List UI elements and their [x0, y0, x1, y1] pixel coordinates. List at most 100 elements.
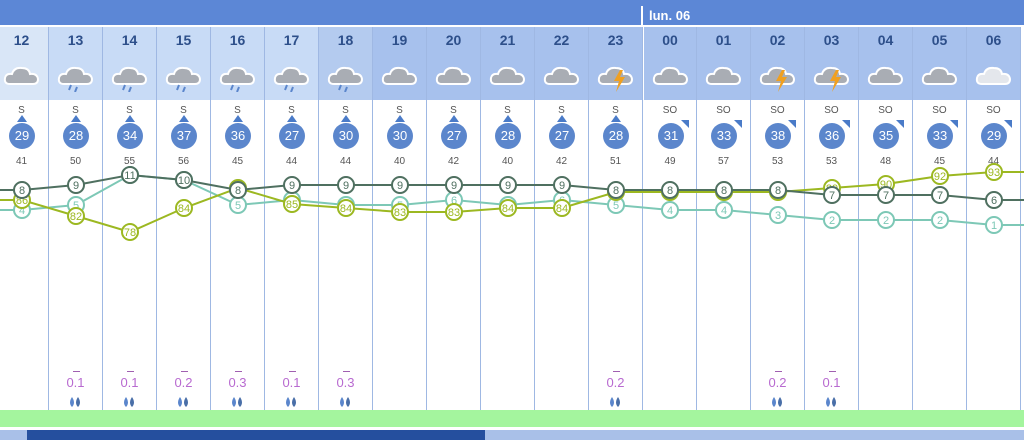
dew-point-label: 2 — [937, 215, 943, 227]
raindrops-icon — [770, 395, 788, 407]
rain-bar — [289, 371, 296, 372]
storm-cloud-icon — [812, 62, 852, 92]
temperature-point — [67, 176, 85, 194]
wind-speed-badge: 33 — [927, 123, 953, 149]
raindrops-icon — [608, 395, 626, 407]
hour-column: 12 S 29 41 — [0, 27, 49, 410]
hour-header — [373, 27, 426, 100]
humidity-point — [67, 207, 85, 225]
hour-label: 03 — [823, 32, 840, 48]
rain-bar — [235, 371, 242, 372]
hour-header — [265, 27, 318, 100]
hour-column: 18 S 30 44 0.3 — [319, 27, 373, 410]
wind-direction: S — [18, 105, 25, 116]
wind-speed-badge: 29 — [9, 123, 35, 149]
temperature-point — [769, 181, 787, 199]
wind-speed-badge: 27 — [549, 123, 575, 149]
gust-value: 44 — [285, 156, 298, 167]
dew-point-point — [931, 211, 949, 229]
wind-arrow-icon — [17, 115, 27, 122]
wind-speed-badge: 28 — [495, 123, 521, 149]
hour-header — [967, 27, 1020, 100]
gust-value: 53 — [771, 156, 784, 167]
temperature-label: 10 — [178, 175, 190, 187]
rain-amount: 0.2 — [768, 375, 787, 390]
humidity-point — [445, 203, 463, 221]
hour-label: 05 — [931, 32, 948, 48]
hour-column: 21 S 28 40 — [481, 27, 535, 410]
humidity-point — [121, 223, 139, 241]
gust-value: 50 — [69, 156, 82, 167]
rain-cloud-icon — [164, 62, 204, 93]
temperature-point — [553, 176, 571, 194]
raindrops-icon — [824, 395, 842, 407]
rain-amount: 0.2 — [606, 375, 625, 390]
temperature-label: 7 — [883, 190, 889, 202]
humidity-point — [985, 163, 1003, 181]
wind-direction: S — [180, 105, 187, 116]
wind-direction: SO — [770, 105, 785, 116]
hour-label: 06 — [985, 32, 1002, 48]
rain-cloud-icon — [326, 62, 366, 93]
wind-speed-badge: 30 — [333, 123, 359, 149]
rain-bar — [73, 371, 80, 372]
hour-label: 13 — [67, 32, 84, 48]
wind-arrow-icon — [179, 115, 189, 122]
hour-header — [697, 27, 750, 100]
storm-cloud-icon — [758, 62, 798, 92]
rain-amount: 0.1 — [66, 375, 85, 390]
hour-header — [211, 27, 264, 100]
temperature-label: 9 — [289, 180, 295, 192]
wind-speed-badge: 28 — [63, 123, 89, 149]
ground-band — [0, 410, 1024, 427]
wind-arrow-icon — [681, 120, 689, 128]
wind-arrow-icon — [557, 115, 567, 122]
humidity-label: 93 — [988, 167, 1000, 179]
gust-value: 48 — [879, 156, 892, 167]
wind-direction: S — [72, 105, 79, 116]
gust-value: 41 — [15, 156, 28, 167]
temperature-point — [175, 171, 193, 189]
wind-direction: S — [558, 105, 565, 116]
hour-header — [103, 27, 156, 100]
scrollbar-thumb[interactable] — [27, 430, 485, 440]
temperature-point — [877, 186, 895, 204]
rain-cloud-icon — [110, 62, 150, 93]
humidity-label: 83 — [394, 207, 406, 219]
wind-arrow-icon — [842, 120, 850, 128]
temperature-point — [121, 166, 139, 184]
dew-point-label: 5 — [73, 200, 79, 212]
wind-direction: S — [504, 105, 511, 116]
wind-arrow-icon — [896, 120, 904, 128]
temperature-point — [499, 176, 517, 194]
temperature-point — [985, 191, 1003, 209]
cloud-icon — [651, 62, 691, 92]
wind-direction: S — [342, 105, 349, 116]
rain-bar — [127, 371, 134, 372]
scrollbar-track[interactable] — [0, 430, 1024, 440]
hour-header — [644, 27, 696, 100]
temperature-point — [283, 176, 301, 194]
gust-value: 40 — [393, 156, 406, 167]
hour-label: 01 — [715, 32, 732, 48]
hour-column: 03 SO 36 53 0.1 — [805, 27, 859, 410]
temperature-point — [661, 181, 679, 199]
temperature-point — [13, 181, 31, 199]
temperature-label: 11 — [124, 170, 135, 182]
hour-header — [481, 27, 534, 100]
hour-label: 23 — [607, 32, 624, 48]
humidity-point — [391, 203, 409, 221]
temperature-point — [823, 186, 841, 204]
rain-bar — [181, 371, 188, 372]
hour-label: 16 — [229, 32, 246, 48]
wind-direction: S — [612, 105, 619, 116]
hour-header — [427, 27, 480, 100]
wind-direction: S — [450, 105, 457, 116]
rain-amount: 0.2 — [174, 375, 193, 390]
hour-label: 20 — [445, 32, 462, 48]
cloud-icon — [920, 62, 960, 92]
gust-value: 44 — [339, 156, 352, 167]
wind-arrow-icon — [71, 115, 81, 122]
